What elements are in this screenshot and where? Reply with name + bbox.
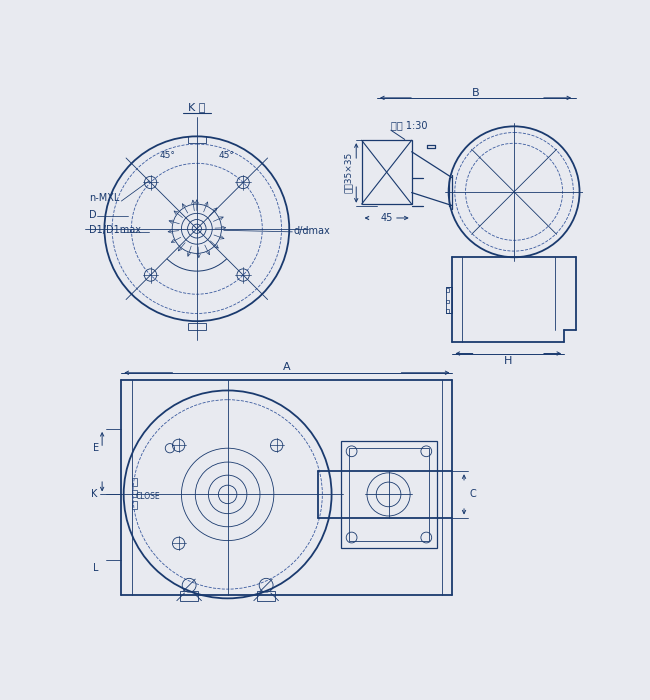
Text: D: D bbox=[89, 210, 97, 220]
Text: n-MXL: n-MXL bbox=[89, 193, 120, 203]
Bar bbox=[445, 300, 449, 304]
Bar bbox=[188, 136, 206, 143]
Text: d/dmax: d/dmax bbox=[293, 226, 330, 236]
Bar bbox=[180, 592, 198, 601]
Text: L: L bbox=[93, 563, 99, 573]
Text: 斜度 1:30: 斜度 1:30 bbox=[391, 120, 428, 130]
Text: D1/D1max: D1/D1max bbox=[89, 225, 141, 235]
Bar bbox=[257, 592, 276, 601]
Text: 方头35×35: 方头35×35 bbox=[344, 152, 353, 193]
Text: 45°: 45° bbox=[218, 151, 234, 160]
Bar bbox=[445, 309, 449, 313]
Text: CLOSE: CLOSE bbox=[135, 492, 160, 501]
Bar bbox=[132, 478, 136, 486]
Bar bbox=[445, 288, 449, 292]
Bar bbox=[361, 140, 411, 204]
Bar bbox=[348, 448, 430, 540]
Text: K 向: K 向 bbox=[188, 102, 205, 112]
Text: 45: 45 bbox=[380, 213, 393, 223]
Bar bbox=[445, 286, 452, 313]
Text: C: C bbox=[469, 489, 476, 499]
Text: A: A bbox=[283, 362, 291, 372]
Bar bbox=[341, 440, 437, 548]
Text: H: H bbox=[504, 356, 512, 366]
Text: K: K bbox=[91, 489, 98, 499]
Text: 45°: 45° bbox=[160, 151, 176, 160]
Text: B: B bbox=[472, 88, 480, 98]
Text: E: E bbox=[93, 443, 99, 453]
Bar bbox=[188, 323, 206, 330]
Bar bbox=[132, 490, 136, 498]
Bar bbox=[132, 501, 136, 509]
